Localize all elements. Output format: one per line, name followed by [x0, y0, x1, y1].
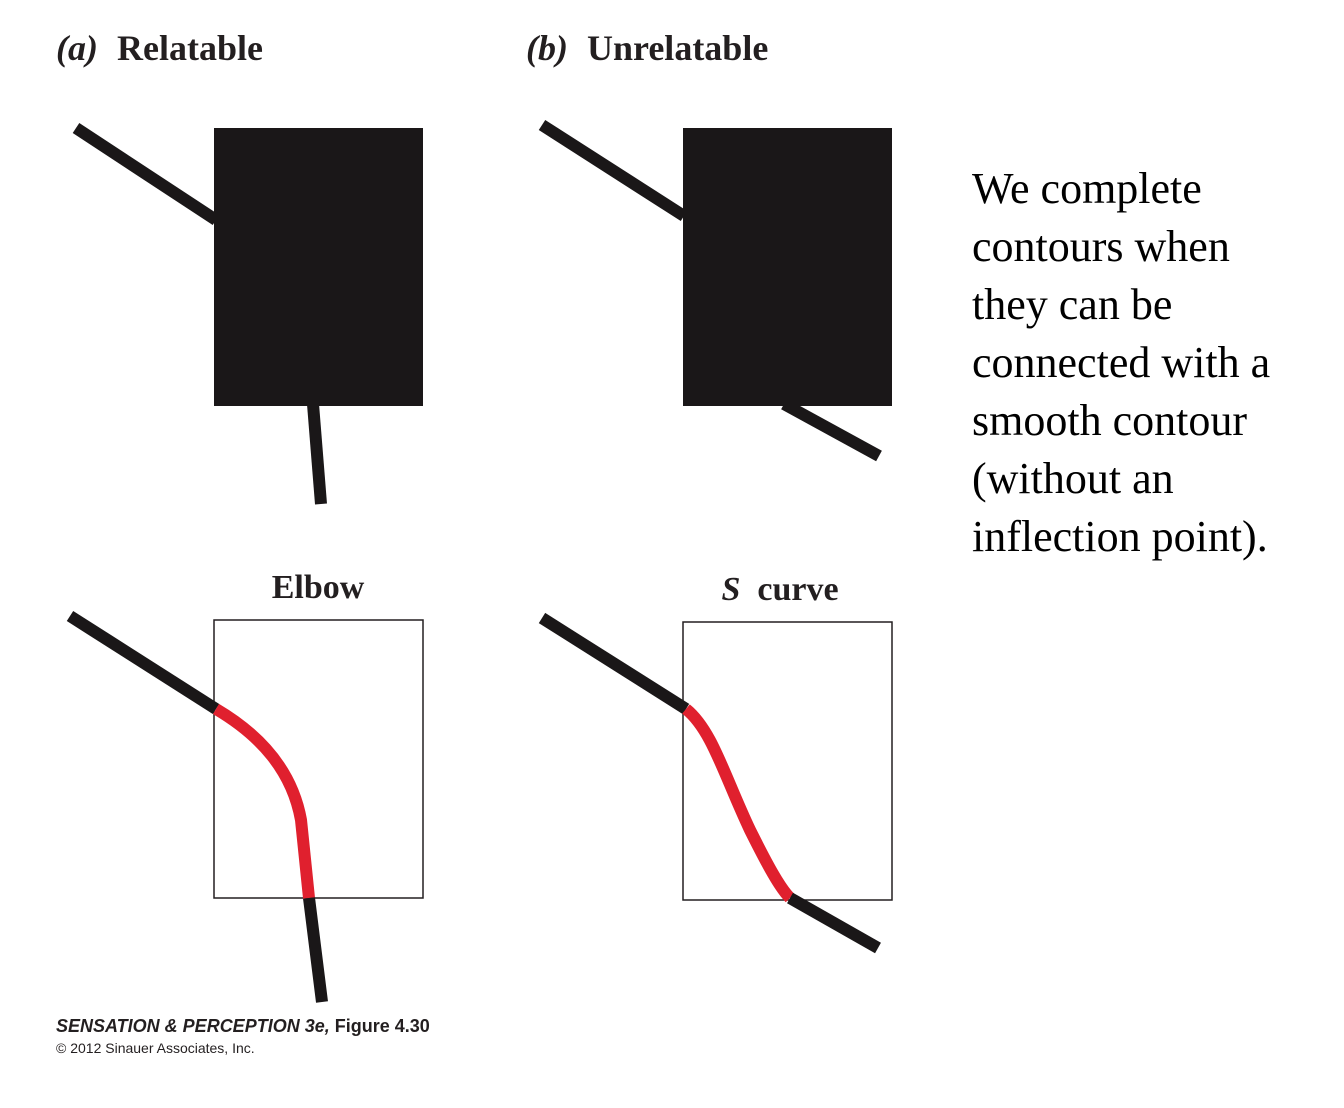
s-curve-illustration	[538, 612, 893, 954]
caption-line: We complete	[972, 164, 1202, 213]
panel-b-letter: (b)	[526, 28, 568, 68]
credit-source: SENSATION & PERCEPTION 3e, Figure 4.30	[56, 1014, 430, 1038]
panel-b-title: (b) Unrelatable	[526, 28, 768, 68]
panel-a-letter: (a)	[56, 28, 98, 68]
caption-line: (without an	[972, 454, 1174, 503]
relatable-occluder	[214, 128, 423, 406]
relatable-occlusion-illustration	[72, 122, 423, 505]
unrelatable-occlusion-illustration	[538, 119, 892, 462]
s-curve-title-letter: S	[721, 571, 740, 608]
caption-line: inflection point).	[972, 512, 1268, 561]
elbow-completion-curve	[212, 703, 315, 899]
elbow-lower-segment	[303, 897, 328, 1003]
figure-credit: SENSATION & PERCEPTION 3e, Figure 4.30 ©…	[56, 1014, 430, 1058]
caption-line: they can be	[972, 280, 1173, 329]
caption-line: smooth contour	[972, 396, 1247, 445]
s-curve-title-rest: curve	[749, 571, 839, 608]
elbow-illustration	[66, 610, 424, 1003]
unrelatable-lower-segment	[781, 398, 882, 462]
relatable-lower-segment	[307, 403, 327, 505]
s-curve-upper-segment	[538, 612, 690, 715]
elbow-box	[213, 619, 424, 899]
credit-book: SENSATION & PERCEPTION 3e,	[56, 1016, 330, 1036]
s-curve-title: S curve	[721, 571, 838, 608]
unrelatable-upper-segment	[538, 119, 688, 222]
panel-b-label: Unrelatable	[587, 28, 768, 68]
caption-line: contours when	[972, 222, 1230, 271]
unrelatable-occluder	[683, 128, 892, 406]
elbow-title: Elbow	[272, 569, 365, 606]
relatable-upper-segment	[72, 122, 220, 226]
s-curve-lower-segment	[787, 892, 881, 954]
caption-text: We complete contours when they can be co…	[972, 160, 1332, 566]
caption-line: connected with a	[972, 338, 1271, 387]
panel-a-label: Relatable	[117, 28, 263, 68]
s-curve-completion-curve	[682, 704, 795, 903]
credit-copyright: © 2012 Sinauer Associates, Inc.	[56, 1040, 255, 1056]
panel-a-title: (a) Relatable	[56, 28, 263, 68]
elbow-upper-segment	[66, 610, 220, 715]
credit-figure-number: Figure 4.30	[329, 1016, 430, 1036]
